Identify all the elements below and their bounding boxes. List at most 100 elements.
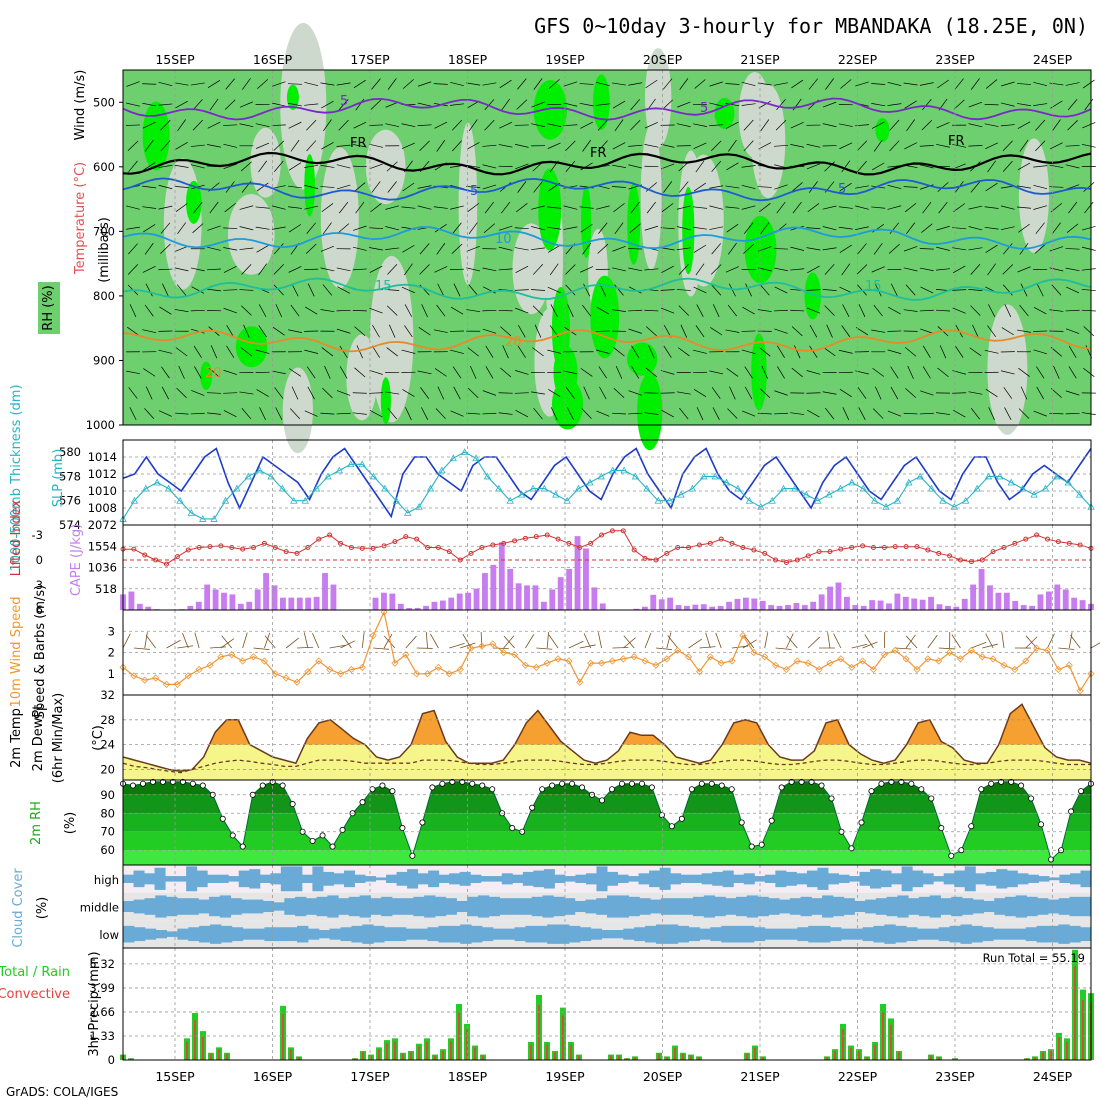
rh-saturated-area bbox=[533, 80, 568, 140]
rh-point bbox=[129, 782, 136, 789]
cloud-cover-middle bbox=[832, 896, 845, 917]
cloud-cover-high bbox=[775, 870, 787, 888]
wind-barb bbox=[693, 142, 707, 150]
wind-barb bbox=[275, 407, 283, 421]
cloud-cover-high bbox=[985, 871, 997, 886]
wind-speed-point bbox=[902, 655, 910, 663]
thickness-point bbox=[301, 496, 309, 504]
cape-bar bbox=[431, 601, 438, 610]
cape-bar bbox=[532, 585, 539, 610]
wind-barb bbox=[857, 387, 867, 399]
cloud-cover-high bbox=[165, 876, 177, 882]
cape-bar bbox=[928, 596, 934, 610]
wind-barb bbox=[1081, 268, 1096, 271]
precip-tick-label: 5.32 bbox=[89, 957, 115, 971]
contour-label: FR bbox=[350, 136, 367, 151]
cloud-cover-high bbox=[238, 870, 250, 888]
wind-barb bbox=[255, 226, 270, 230]
thickness-point bbox=[335, 466, 344, 474]
cloud-cover-low bbox=[438, 925, 450, 943]
cloud-cover-high bbox=[659, 867, 671, 890]
cloud-cover-middle bbox=[574, 900, 586, 913]
wind-barb bbox=[275, 304, 283, 318]
wind-barb bbox=[402, 79, 414, 89]
wind-barb bbox=[258, 304, 267, 317]
isotherm-FR bbox=[122, 151, 1092, 176]
thickness-point bbox=[870, 496, 879, 504]
lifted-index-line bbox=[123, 530, 1092, 565]
cloud-cover-low bbox=[253, 928, 265, 940]
date-label-bottom: 24SEP bbox=[1033, 1069, 1073, 1084]
rh-point bbox=[389, 788, 396, 795]
precip-tick-label: 3.99 bbox=[89, 981, 115, 995]
thickness-point bbox=[495, 484, 503, 492]
wind-barb bbox=[1000, 102, 1015, 107]
wind-barb bbox=[856, 140, 868, 152]
cloud-cover-middle bbox=[1026, 896, 1038, 917]
cloud-cover-low bbox=[329, 928, 342, 940]
wind-barb bbox=[255, 123, 270, 128]
precip-convective-bar bbox=[930, 1055, 932, 1060]
wind-barb bbox=[352, 268, 367, 271]
cape-bar bbox=[810, 601, 817, 610]
wind-speed-point bbox=[260, 657, 268, 665]
cape-bar bbox=[330, 584, 337, 610]
cloud-cover-middle bbox=[413, 896, 425, 917]
wind-barb bbox=[223, 163, 237, 170]
wind-barb bbox=[516, 99, 528, 110]
rh-point bbox=[219, 815, 226, 822]
wind-barb bbox=[1017, 266, 1031, 273]
wind-speed-point bbox=[130, 672, 138, 680]
wind-barb bbox=[822, 205, 837, 210]
wind-barb bbox=[774, 82, 788, 86]
wind-barb bbox=[1066, 223, 1079, 233]
wind-barb bbox=[904, 100, 917, 109]
rh-dry-area bbox=[369, 255, 414, 423]
wind-speed-point bbox=[358, 663, 366, 671]
wind-barb bbox=[421, 304, 428, 318]
wind-barb bbox=[482, 184, 497, 190]
wind-barb bbox=[903, 267, 918, 272]
wind-barb bbox=[129, 407, 137, 421]
rh-point bbox=[788, 778, 795, 785]
wind-barb bbox=[871, 329, 886, 333]
run-total-label: Run Total = 55.19 bbox=[983, 951, 1085, 965]
temp-tick-label: 24 bbox=[100, 738, 115, 752]
cape-bar bbox=[237, 603, 244, 610]
wind-barb-10m bbox=[864, 634, 874, 649]
wind-barb bbox=[126, 205, 140, 210]
rh-point bbox=[239, 843, 246, 850]
thickness-point bbox=[506, 496, 514, 504]
wind-barb bbox=[417, 205, 432, 210]
wind-barb bbox=[126, 370, 140, 375]
wind-barb-10m bbox=[579, 644, 596, 649]
wind-barb bbox=[628, 390, 642, 396]
cape-bar bbox=[423, 605, 429, 610]
wind-barb bbox=[499, 79, 512, 89]
cloud-cover-low bbox=[1069, 925, 1081, 943]
wind-barb bbox=[434, 224, 447, 233]
wind-barb bbox=[208, 367, 220, 378]
wind-barb bbox=[1083, 326, 1095, 337]
wind-barb bbox=[660, 392, 675, 394]
wind-barb-10m bbox=[827, 632, 831, 649]
wind-barb bbox=[436, 304, 446, 317]
wind-barb bbox=[953, 99, 965, 110]
panel-frame bbox=[122, 947, 1092, 1061]
wind-barb bbox=[224, 202, 236, 213]
cloud-cover-middle bbox=[983, 900, 995, 913]
wind-barb bbox=[676, 391, 691, 395]
date-label-bottom: 16SEP bbox=[253, 1069, 293, 1084]
wind-barb bbox=[485, 345, 494, 358]
precip-convective-bar bbox=[754, 1047, 756, 1060]
wind-barb bbox=[759, 284, 770, 296]
pressure-tick-label: 500 bbox=[93, 95, 115, 109]
rh-point bbox=[169, 778, 176, 785]
wind-barb bbox=[596, 306, 610, 315]
cloud-cover-low bbox=[1014, 928, 1027, 940]
wind-speed-point bbox=[195, 665, 203, 674]
cloud-cover-high bbox=[901, 866, 913, 892]
wind-barb bbox=[533, 264, 543, 275]
cape-bar bbox=[886, 603, 892, 610]
cape-bar bbox=[305, 597, 312, 610]
